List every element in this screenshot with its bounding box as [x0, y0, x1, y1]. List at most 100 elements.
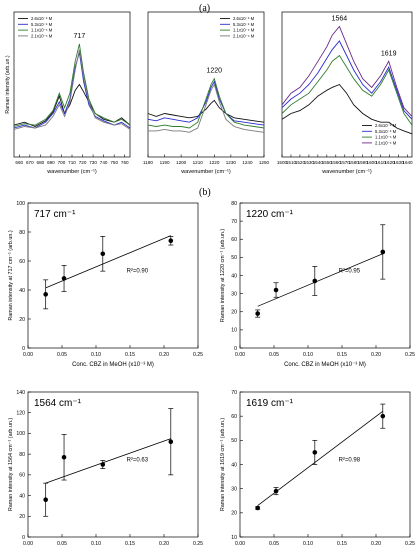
y-tick-label: 60 — [19, 473, 25, 479]
y-axis-label: Raman intensity at 1564 cm⁻¹ (arb.un.) — [8, 418, 14, 512]
x-tick-label: 700 — [58, 160, 66, 165]
x-tick-label: 1580 — [349, 160, 360, 165]
fit-line — [45, 438, 171, 484]
y-tick-label: 40 — [231, 273, 237, 279]
x-tick-label: 1560 — [331, 160, 342, 165]
y-tick-label: 70 — [231, 219, 237, 225]
y-tick-label: 30 — [231, 291, 237, 297]
y-tick-label: 50 — [231, 438, 237, 444]
plot-frame — [27, 202, 199, 349]
y-tick-label: 60 — [231, 414, 237, 420]
x-tick-label: 0.15 — [125, 541, 135, 547]
data-point — [380, 249, 386, 255]
peak-label: 1564 — [332, 16, 348, 23]
series-line — [13, 49, 131, 130]
x-tick-label: 0.20 — [371, 541, 381, 547]
x-axis-label: wavenumber (cm⁻¹) — [321, 169, 372, 175]
x-tick-label: 1620 — [384, 160, 395, 165]
y-axis-label: Raman intensity at 717 cm⁻¹ (arb.un.) — [8, 230, 14, 321]
x-axis-label: Conc. CBZ in MeOH (x10⁻³ M) — [72, 362, 154, 368]
series-line — [147, 77, 265, 129]
data-point — [273, 488, 279, 494]
x-tick-label: 0.15 — [337, 352, 347, 358]
x-tick-label: 1250 — [259, 160, 270, 165]
x-tick-label: 1240 — [242, 160, 253, 165]
series-line — [13, 43, 131, 127]
x-tick-label: 0.20 — [371, 352, 381, 358]
y-tick-label: 40 — [19, 288, 25, 294]
y-tick-label: 120 — [16, 411, 25, 417]
data-point — [100, 251, 106, 257]
x-tick-label: 0.15 — [337, 541, 347, 547]
x-tick-label: 0.20 — [159, 352, 169, 358]
r-squared-label: R²=0.63 — [127, 458, 149, 464]
series-line — [147, 99, 265, 123]
x-tick-label: 1550 — [322, 160, 333, 165]
r-squared-label: R²=0.90 — [127, 269, 149, 275]
x-tick-label: 1500 — [277, 160, 288, 165]
plot-frame — [239, 391, 411, 538]
x-tick-label: 710 — [68, 160, 76, 165]
x-tick-label: 750 — [110, 160, 118, 165]
y-tick-label: 60 — [19, 259, 25, 265]
series-line — [13, 83, 131, 127]
legend-entry: 2.6x10⁻⁵ M — [233, 16, 255, 21]
x-tick-label: 0.00 — [23, 541, 33, 547]
x-tick-label: 0.25 — [193, 541, 203, 547]
y-tick-label: 20 — [19, 514, 25, 520]
x-tick-label: 1190 — [160, 160, 170, 165]
x-tick-label: 1540 — [313, 160, 324, 165]
x-tick-label: 0.00 — [235, 541, 245, 547]
x-tick-label: 0.05 — [57, 352, 67, 358]
peak-label: 1619 — [381, 50, 397, 57]
x-tick-label: 1220 — [209, 160, 220, 165]
fit-line — [257, 253, 383, 307]
y-tick-label: 0 — [22, 346, 25, 352]
x-tick-label: 1570 — [340, 160, 351, 165]
series-line — [148, 83, 265, 133]
peak-label: 717 — [74, 33, 86, 40]
x-axis-label: wavenumber (cm⁻¹) — [46, 169, 97, 175]
data-point — [61, 454, 67, 460]
series-line — [281, 83, 413, 135]
x-tick-label: 1180 — [143, 160, 153, 165]
x-tick-label: 660 — [15, 160, 23, 165]
y-tick-label: 100 — [16, 201, 25, 207]
x-tick-label: 0.10 — [91, 352, 101, 358]
x-tick-label: 0.05 — [269, 352, 279, 358]
y-tick-label: 30 — [231, 486, 237, 492]
y-tick-label: 70 — [231, 390, 237, 396]
x-tick-label: 0.05 — [269, 541, 279, 547]
legend-entry: 5.3x10⁻⁵ M — [31, 22, 53, 27]
data-point — [273, 287, 279, 293]
x-tick-label: 0.15 — [125, 352, 135, 358]
r-squared-label: R²=0.95 — [339, 269, 361, 275]
y-axis-label: Raman intensity (arb.un.) — [5, 55, 11, 114]
y-tick-label: 80 — [19, 230, 25, 236]
legend-entry: 2.6x10⁻⁵ M — [31, 16, 53, 21]
x-tick-label: 0.00 — [23, 352, 33, 358]
x-tick-label: 0.10 — [91, 541, 101, 547]
y-tick-label: 0 — [234, 346, 237, 352]
data-point — [61, 276, 67, 281]
legend-entry: 1.1x10⁻⁴ M — [233, 28, 255, 33]
y-tick-label: 20 — [19, 317, 25, 323]
y-tick-label: 40 — [231, 462, 237, 468]
x-tick-label: 1530 — [304, 160, 315, 165]
panel-title: 717 cm⁻¹ — [34, 209, 76, 220]
legend-entry: 5.3x10⁻⁵ M — [375, 129, 397, 134]
data-point — [168, 439, 174, 445]
x-tick-label: 680 — [37, 160, 45, 165]
legend-entry: 5.3x10⁻⁵ M — [233, 22, 255, 27]
data-point — [43, 497, 48, 503]
legend-entry: 2.1x10⁻⁴ M — [375, 140, 397, 145]
y-tick-label: 20 — [231, 310, 237, 316]
series-line — [281, 25, 413, 117]
data-point — [255, 505, 260, 511]
data-point — [168, 238, 174, 243]
x-tick-label: 730 — [89, 160, 97, 165]
x-tick-label: 720 — [79, 160, 87, 165]
x-tick-label: 1510 — [286, 160, 297, 165]
y-axis-label: Raman intensity at 1619 cm⁻¹ (arb.un.) — [220, 418, 226, 512]
